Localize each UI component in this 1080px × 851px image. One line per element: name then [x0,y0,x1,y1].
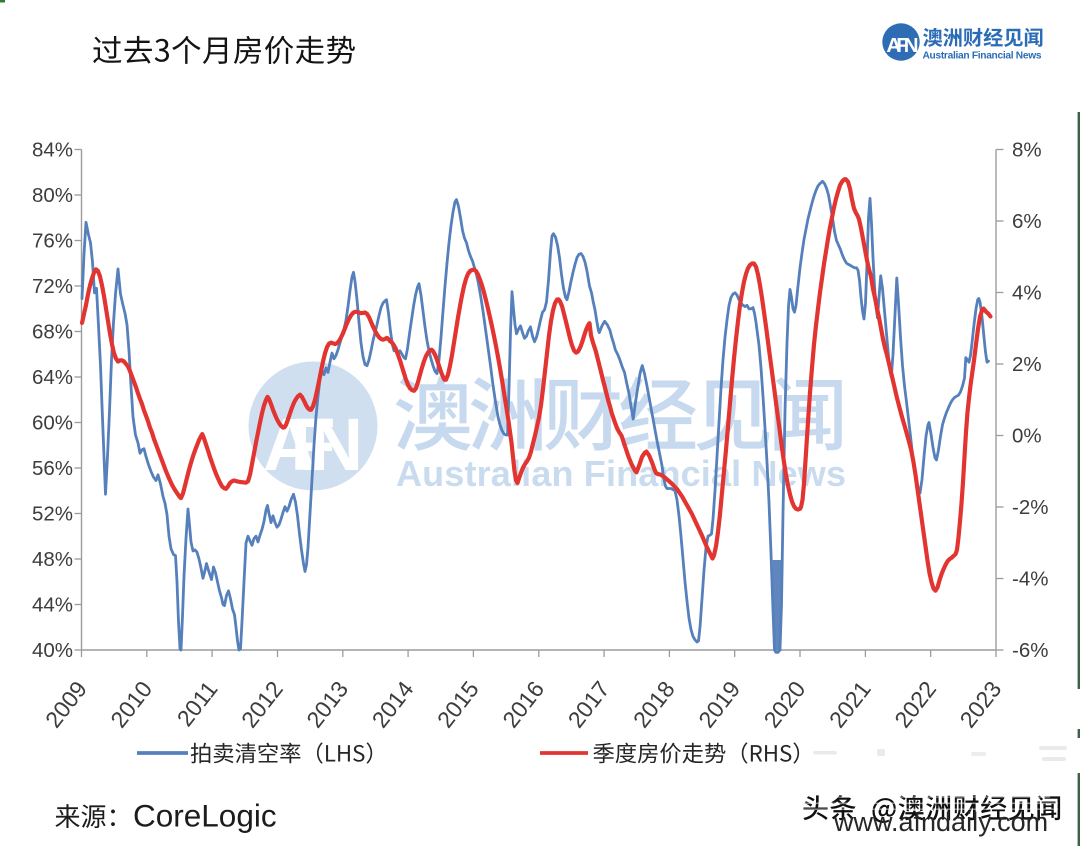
svg-text:AFN: AFN [886,34,917,57]
svg-text:76%: 76% [32,230,73,253]
svg-text:40%: 40% [32,639,73,662]
svg-text:8%: 8% [1012,139,1042,162]
svg-text:4%: 4% [1012,282,1042,305]
svg-text:0%: 0% [1012,425,1042,448]
svg-text:-2%: -2% [1012,496,1048,519]
svg-text:6%: 6% [1012,210,1042,233]
svg-text:72%: 72% [32,275,73,298]
svg-text:www.afndaily.com: www.afndaily.com [833,807,1048,837]
svg-text:2%: 2% [1012,353,1042,376]
svg-text:52%: 52% [32,503,73,526]
svg-text:56%: 56% [32,457,73,480]
svg-text:44%: 44% [32,594,73,617]
svg-text:84%: 84% [32,139,73,162]
svg-text:-4%: -4% [1012,568,1048,591]
svg-text:80%: 80% [32,184,73,207]
svg-text:Australian Financial News: Australian Financial News [923,51,1042,62]
svg-text:60%: 60% [32,412,73,435]
svg-text:48%: 48% [32,548,73,571]
svg-text:68%: 68% [32,321,73,344]
svg-text:-6%: -6% [1012,639,1048,662]
svg-text:CoreLogic: CoreLogic [133,798,277,834]
svg-text:64%: 64% [32,366,73,389]
svg-text:Australian Financial News: Australian Financial News [396,453,846,494]
